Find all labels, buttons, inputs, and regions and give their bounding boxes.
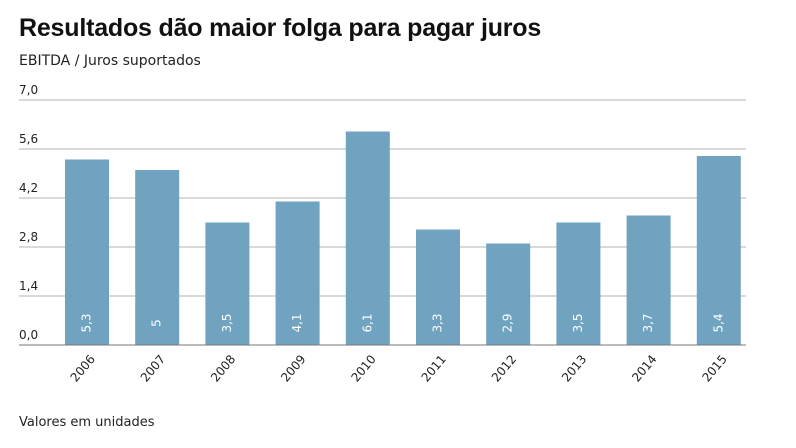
bar xyxy=(205,222,250,345)
x-tick-label: 2008 xyxy=(208,352,238,384)
bar-value-label: 5 xyxy=(150,319,164,327)
bar xyxy=(486,243,531,345)
bar-value-label: 5,3 xyxy=(80,313,94,332)
y-tick-label: 4,2 xyxy=(19,181,38,195)
x-tick-label: 2010 xyxy=(348,352,378,384)
bar xyxy=(345,131,390,345)
chart-title: Resultados dão maior folga para pagar ju… xyxy=(19,14,542,42)
bar xyxy=(65,159,109,345)
bar xyxy=(556,222,601,345)
bar-value-label: 4,1 xyxy=(290,313,304,332)
bar xyxy=(626,215,671,345)
x-tick-label: 2009 xyxy=(278,352,308,384)
bar xyxy=(135,170,180,345)
bar xyxy=(275,201,320,345)
bar xyxy=(416,229,460,345)
y-tick-label: 2,8 xyxy=(19,230,38,244)
y-tick-label: 5,6 xyxy=(19,132,38,146)
x-tick-label: 2014 xyxy=(629,352,659,384)
footnote: Valores em unidades xyxy=(19,415,155,430)
y-tick-label: 1,4 xyxy=(19,279,38,293)
bar xyxy=(696,156,741,345)
bar-value-label: 3,5 xyxy=(220,313,234,332)
y-tick-label: 0,0 xyxy=(19,328,38,342)
x-tick-label: 2015 xyxy=(699,352,729,384)
bar-value-label: 6,1 xyxy=(360,313,374,332)
x-tick-label: 2006 xyxy=(68,352,98,384)
bar-value-label: 3,5 xyxy=(571,313,585,332)
x-tick-label: 2013 xyxy=(559,352,589,384)
y-tick-label: 7,0 xyxy=(19,83,38,97)
x-tick-label: 2011 xyxy=(419,352,449,384)
bar-value-label: 3,3 xyxy=(431,313,445,332)
bar-value-label: 3,7 xyxy=(641,313,655,332)
x-tick-label: 2012 xyxy=(489,352,519,384)
x-tick-label: 2007 xyxy=(138,352,168,384)
chart-subtitle: EBITDA / Juros suportados xyxy=(19,53,201,69)
bar-value-label: 2,9 xyxy=(501,313,515,332)
bar-value-label: 5,4 xyxy=(711,313,725,332)
